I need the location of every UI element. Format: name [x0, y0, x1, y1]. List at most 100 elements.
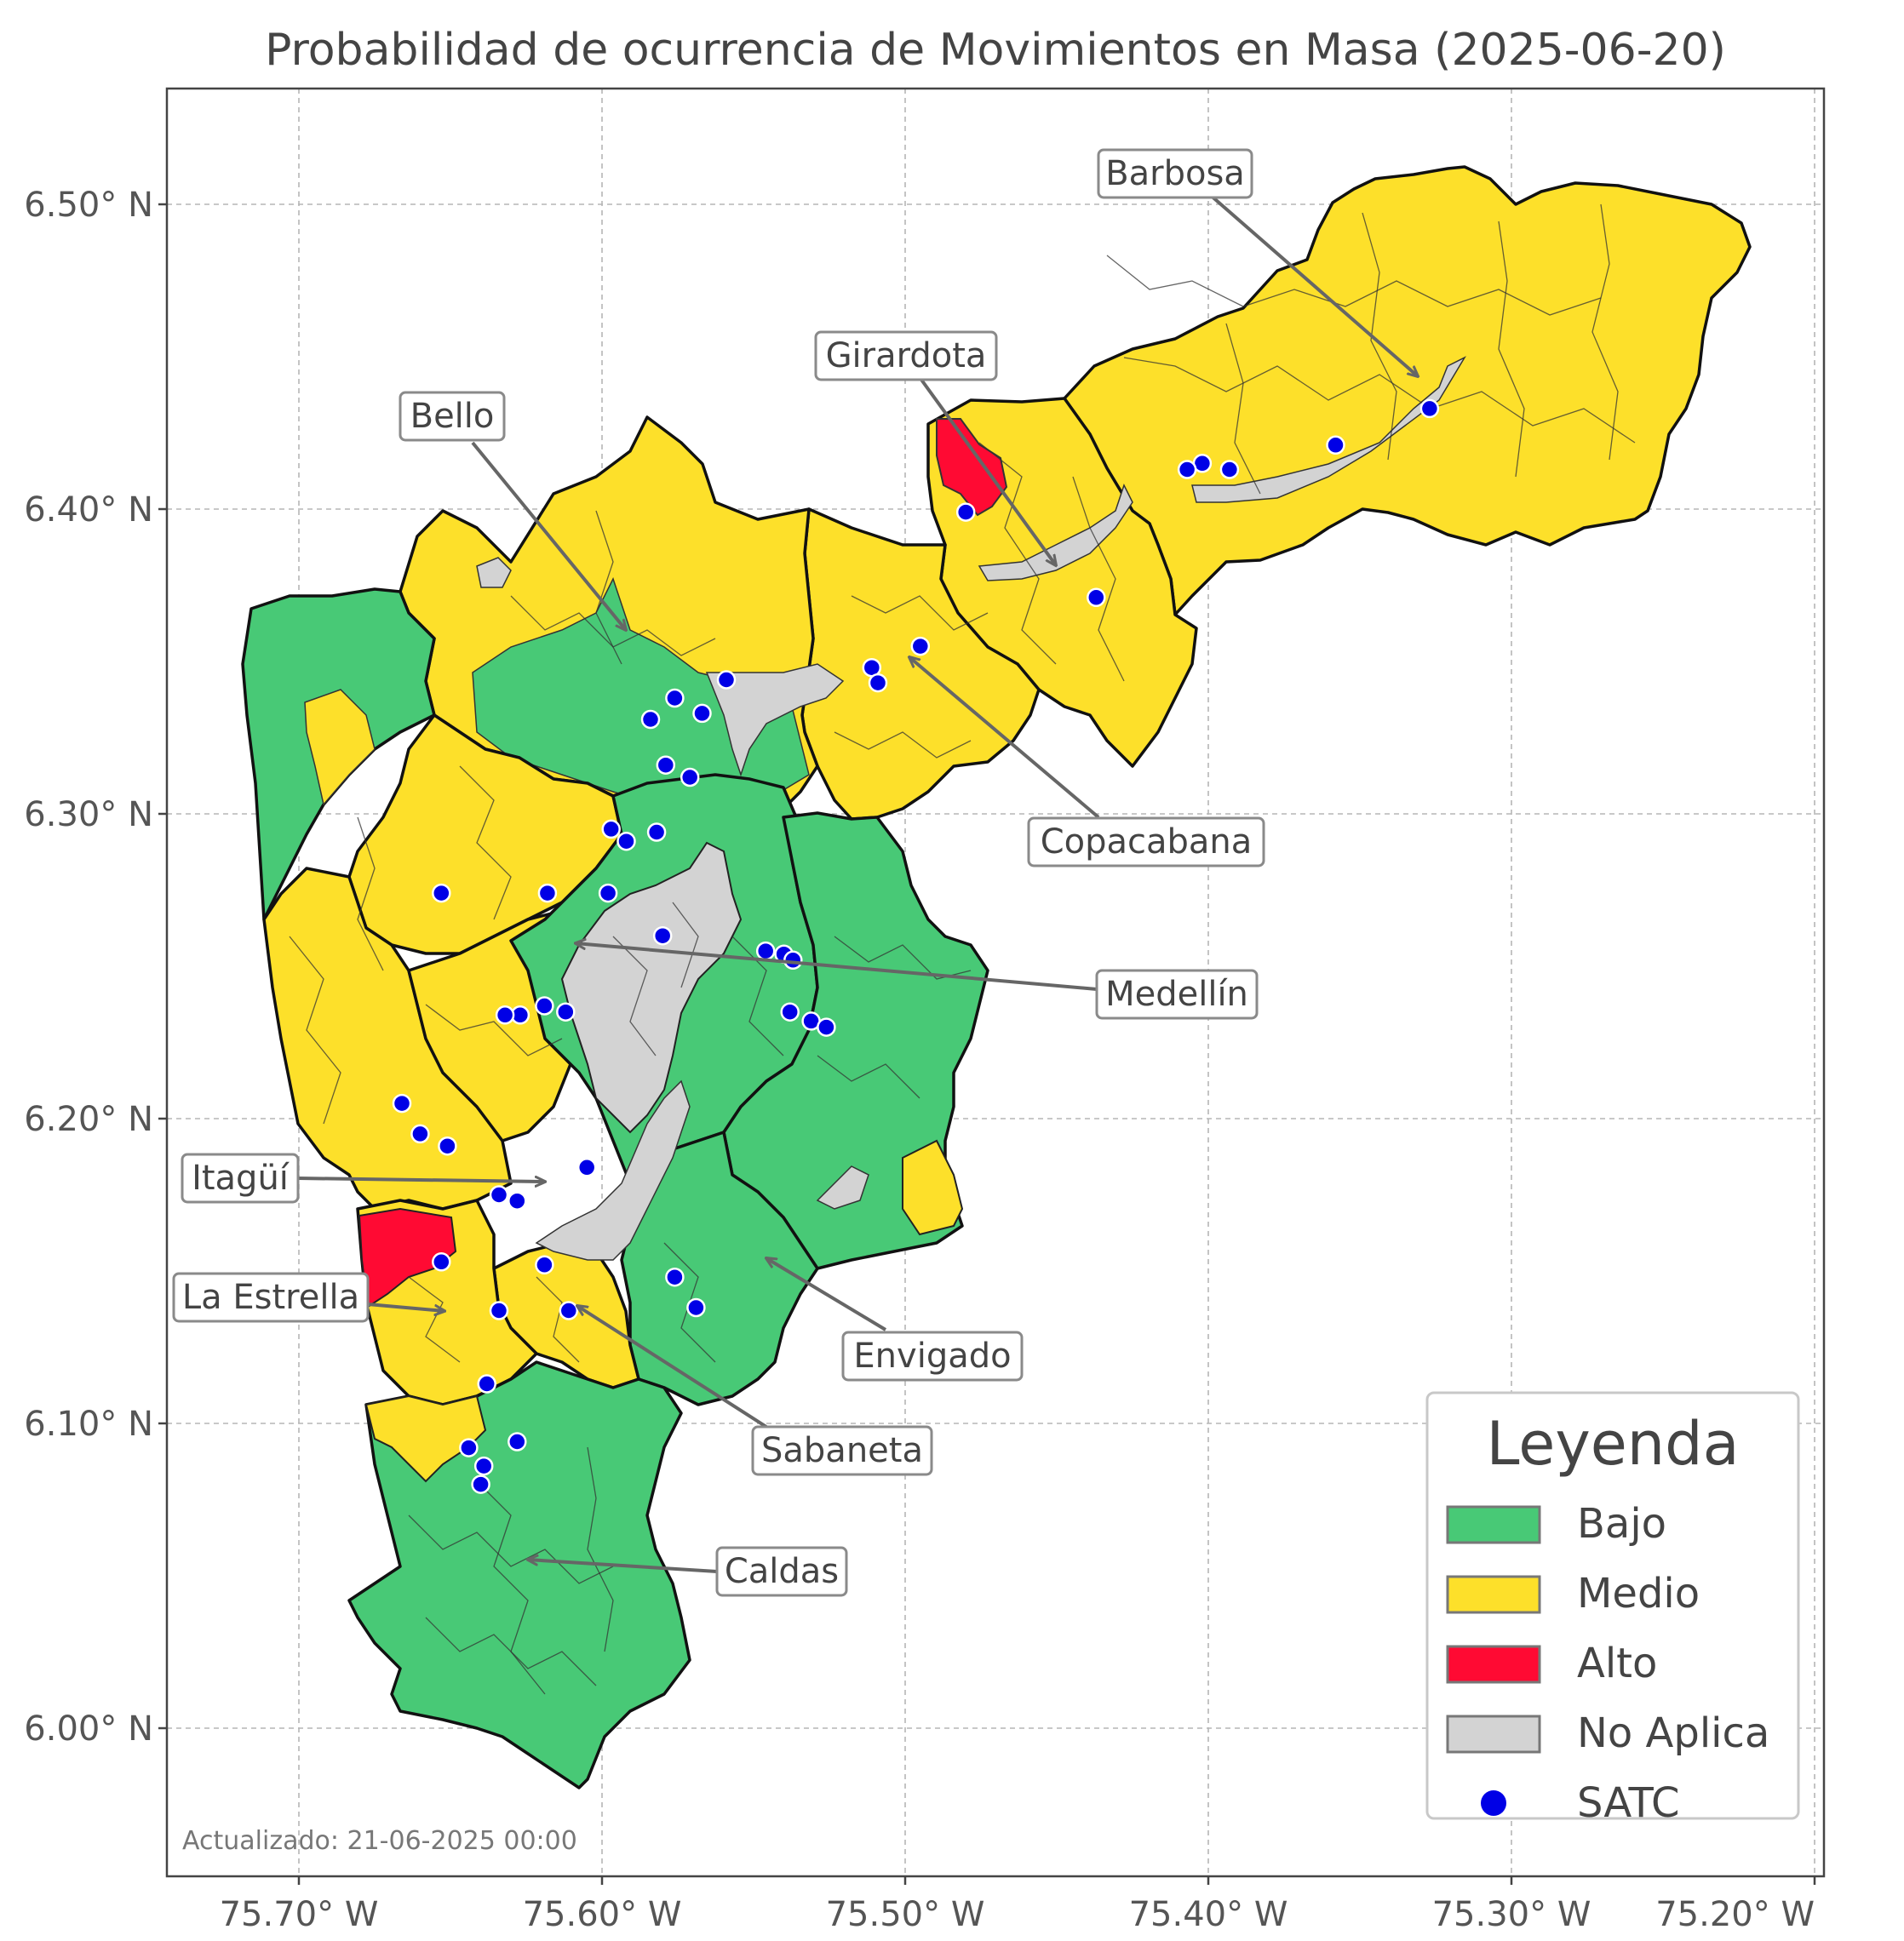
- satc-station-marker[interactable]: [508, 1432, 527, 1451]
- satc-station-marker[interactable]: [598, 883, 618, 903]
- satc-station-marker[interactable]: [392, 1093, 412, 1114]
- y-tick-label: 6.50° N: [24, 186, 153, 225]
- satc-station-marker[interactable]: [755, 941, 776, 961]
- satc-station-marker[interactable]: [716, 670, 737, 690]
- satc-station-marker[interactable]: [1419, 398, 1440, 419]
- satc-station-marker[interactable]: [556, 1002, 576, 1022]
- caldas-medio-zone: [364, 1394, 487, 1483]
- satc-station-marker[interactable]: [477, 1374, 496, 1394]
- girardota-arrow: [920, 378, 1056, 565]
- legend-swatch-medio: [1446, 1575, 1541, 1614]
- legend-swatch-bajo: [1446, 1505, 1541, 1544]
- satc-station-marker[interactable]: [471, 1474, 490, 1494]
- bello-label: Bello: [410, 397, 495, 436]
- satc-station-marker[interactable]: [601, 819, 621, 839]
- la-estrella-arrow: [367, 1303, 444, 1311]
- legend-label-bajo: Bajo: [1577, 1500, 1666, 1548]
- legend-title: Leyenda: [1486, 1409, 1739, 1479]
- la-estrella-label: La Estrella: [182, 1278, 359, 1317]
- west-medio-zone: [304, 689, 376, 806]
- satc-station-marker[interactable]: [535, 1255, 554, 1275]
- alto-zone-girardota[interactable]: [936, 418, 1008, 517]
- subdivision-lines: [289, 203, 1636, 1695]
- satc-station-marker[interactable]: [410, 1124, 430, 1144]
- plot-frame: [165, 87, 1826, 1878]
- satc-station-marker[interactable]: [495, 1005, 515, 1025]
- legend-label-no-aplica: No Aplica: [1577, 1709, 1769, 1757]
- satc-station-marker[interactable]: [576, 1158, 597, 1177]
- no-aplica-corridor-copacabana: [705, 663, 845, 777]
- satc-station-marker[interactable]: [955, 502, 976, 522]
- copacabana-label: Copacabana: [1041, 822, 1253, 862]
- satc-station-marker[interactable]: [489, 1185, 509, 1205]
- satc-station-marker[interactable]: [1087, 587, 1106, 608]
- satc-station-marker[interactable]: [1219, 460, 1240, 479]
- satc-station-marker[interactable]: [783, 950, 803, 970]
- map-title: Probabilidad de ocurrencia de Movimiento…: [265, 25, 1726, 76]
- legend-label-medio: Medio: [1577, 1570, 1700, 1618]
- satc-station-marker[interactable]: [817, 1017, 836, 1037]
- legend-label-alto: Alto: [1577, 1640, 1657, 1687]
- satc-station-marker[interactable]: [665, 688, 685, 708]
- satc-station-marker[interactable]: [473, 1456, 494, 1476]
- caldas-label: Caldas: [725, 1552, 839, 1591]
- satc-station-marker[interactable]: [617, 831, 636, 851]
- annotations: Barbosa Girardota Bello Copacabana Medel…: [172, 148, 1418, 1597]
- envigado-arrow: [766, 1258, 887, 1331]
- caldas-label-box: [715, 1546, 848, 1597]
- no-aplica-corridor-north: [1191, 356, 1466, 503]
- bello-arrow: [471, 441, 626, 630]
- satc-station-marker[interactable]: [432, 883, 451, 903]
- satc-station-marker[interactable]: [868, 673, 888, 693]
- y-tick-label: 6.00° N: [24, 1709, 153, 1749]
- copacabana-label-box: [1027, 816, 1265, 867]
- satc-station-marker[interactable]: [910, 636, 931, 656]
- satc-station-marker[interactable]: [656, 755, 676, 775]
- satc-station-marker[interactable]: [646, 822, 667, 842]
- satc-station-marker[interactable]: [1177, 460, 1197, 479]
- satc-station-marker[interactable]: [665, 1267, 685, 1287]
- y-tick-label: 6.40° N: [24, 490, 153, 530]
- legend-box: [1425, 1391, 1800, 1820]
- updated-timestamp: Actualizado: 21-06-2025 00:00: [182, 1826, 577, 1856]
- y-tick-label: 6.10° N: [24, 1405, 153, 1444]
- legend: Leyenda Bajo Medio Alto No Aplica SATC: [1425, 1391, 1800, 1827]
- satc-station-marker[interactable]: [535, 996, 554, 1016]
- girardota-label-box: [814, 330, 998, 381]
- satc-station-marker[interactable]: [686, 1297, 706, 1318]
- envigado-label-box: [841, 1331, 1024, 1382]
- satc-station-marker[interactable]: [508, 1191, 527, 1211]
- medellin-label: Medellín: [1105, 975, 1248, 1014]
- sabaneta-label: Sabaneta: [761, 1431, 923, 1470]
- satc-station-marker[interactable]: [692, 703, 712, 724]
- satc-station-marker[interactable]: [1326, 435, 1345, 455]
- la-estrella-label-box: [172, 1272, 370, 1323]
- satc-station-marker[interactable]: [559, 1301, 579, 1320]
- y-tick-label: 6.20° N: [24, 1100, 153, 1139]
- x-tick-label: 75.30° W: [1432, 1895, 1591, 1934]
- legend-marker-satc: [1481, 1790, 1506, 1816]
- municipality-barbosa[interactable]: [1063, 165, 1752, 616]
- satc-station-marker[interactable]: [489, 1301, 509, 1320]
- satc-station-marker[interactable]: [780, 1002, 800, 1022]
- satc-station-marker[interactable]: [432, 1252, 451, 1272]
- satc-station-marker[interactable]: [652, 925, 673, 946]
- barbosa-label: Barbosa: [1105, 154, 1245, 193]
- satc-station-marker[interactable]: [680, 767, 700, 787]
- barbosa-arrow: [1207, 192, 1418, 376]
- medellin-arrow: [576, 943, 1098, 991]
- legend-label-satc: SATC: [1577, 1779, 1680, 1827]
- itagui-label: Itagüí: [192, 1159, 290, 1198]
- no-aplica-corridor-south: [535, 1079, 691, 1261]
- municipalities-layer: [241, 165, 1752, 1789]
- no-aplica-patch-bello: [476, 557, 512, 588]
- satc-station-marker[interactable]: [438, 1136, 457, 1156]
- municipality-envigado-south[interactable]: [620, 1131, 819, 1406]
- satc-station-marker[interactable]: [640, 709, 661, 730]
- satc-station-marker[interactable]: [459, 1438, 479, 1457]
- envigado-medio-zone: [902, 1139, 964, 1236]
- municipality-southwest[interactable]: [262, 867, 513, 1211]
- copacabana-arrow: [909, 657, 1100, 819]
- satc-station-marker[interactable]: [537, 883, 558, 903]
